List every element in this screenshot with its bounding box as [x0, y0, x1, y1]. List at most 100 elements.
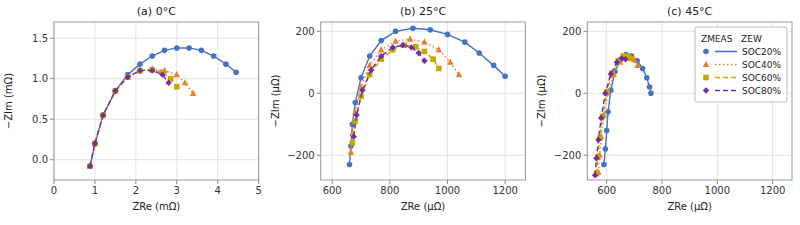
data-point: [87, 163, 93, 169]
series-line: [598, 57, 637, 173]
tick-label: 0.5: [32, 114, 48, 125]
data-point: [100, 112, 106, 118]
data-point: [137, 67, 143, 73]
data-point: [622, 56, 628, 62]
data-point: [182, 79, 188, 85]
data-point: [595, 137, 601, 143]
tick-label: 800: [652, 185, 671, 196]
data-point: [100, 111, 106, 117]
chart-title: (b) 25°C: [400, 5, 447, 18]
tick-label: 800: [380, 185, 399, 196]
plot-frame: [54, 22, 259, 180]
legend-marker: [703, 61, 709, 67]
x-axis-label: ZRe (μΩ): [667, 201, 712, 212]
data-point: [592, 172, 598, 178]
grid-line: [54, 78, 259, 79]
tick-mark: [50, 159, 54, 160]
tick-label: 1200: [492, 185, 517, 196]
tick-label: 1000: [435, 185, 460, 196]
series-line: [351, 39, 459, 152]
y-axis-label: −ZIm (mΩ): [3, 73, 14, 129]
grid-line: [332, 22, 333, 180]
data-point: [199, 48, 205, 54]
legend-line: [715, 90, 737, 92]
data-point: [149, 67, 155, 73]
legend-title: ZMEAS ZEW: [701, 34, 762, 44]
grid-line: [662, 22, 663, 180]
legend-label: SOC20%: [742, 47, 782, 57]
data-point: [393, 28, 399, 34]
data-point: [640, 66, 646, 72]
data-point: [367, 53, 373, 59]
tick-mark: [772, 180, 773, 184]
grid-line: [447, 22, 448, 180]
tick-mark: [94, 180, 95, 184]
tick-label: 5: [255, 185, 261, 196]
data-point: [353, 112, 359, 118]
data-point: [165, 80, 171, 86]
data-point: [378, 38, 384, 44]
data-point: [598, 115, 604, 121]
tick-label: 1: [92, 185, 98, 196]
plot-frame: [321, 22, 526, 180]
tick-label: 0: [308, 88, 314, 99]
tick-mark: [317, 31, 321, 32]
data-point: [462, 39, 468, 45]
tick-mark: [50, 78, 54, 79]
data-point: [407, 35, 413, 41]
data-point: [149, 53, 155, 59]
data-point: [648, 90, 654, 96]
tick-mark: [332, 180, 333, 184]
data-point: [390, 44, 396, 50]
data-point: [92, 141, 98, 147]
data-point: [124, 73, 130, 79]
legend-line: [715, 77, 737, 79]
tick-label: 4: [215, 185, 221, 196]
data-point: [347, 162, 353, 168]
data-point: [456, 71, 462, 77]
tick-label: 0: [575, 88, 581, 99]
tick-mark: [258, 180, 259, 184]
tick-mark: [583, 155, 587, 156]
plot-area: [54, 22, 259, 180]
tick-label: 2: [133, 185, 139, 196]
data-point: [603, 146, 609, 152]
data-point: [159, 71, 165, 77]
data-point: [92, 140, 98, 146]
data-point: [87, 163, 93, 169]
data-point: [358, 75, 364, 81]
legend-label: SOC40%: [742, 60, 782, 70]
data-point: [647, 84, 653, 90]
data-point: [436, 46, 442, 52]
data-point: [359, 87, 365, 93]
series-line: [90, 69, 193, 166]
legend-label: SOC80%: [742, 86, 782, 96]
data-layer: [87, 45, 239, 169]
legend-marker: [703, 87, 709, 93]
data-point: [351, 133, 357, 139]
data-point: [223, 61, 229, 67]
data-point: [112, 88, 118, 94]
tick-label: 1000: [705, 185, 730, 196]
data-point: [502, 73, 508, 79]
data-point: [92, 141, 98, 147]
data-point: [430, 56, 436, 62]
grid-line: [321, 31, 526, 32]
series-line: [352, 45, 438, 143]
grid-line: [54, 38, 259, 39]
data-point: [100, 112, 106, 118]
series-line: [90, 70, 177, 166]
data-point: [436, 66, 442, 72]
legend-marker: [703, 49, 709, 55]
figure: 0123450.00.51.01.5(a) 0°CZRe (mΩ)−ZIm (m…: [0, 0, 800, 225]
data-point: [190, 90, 196, 96]
data-point: [491, 63, 497, 69]
data-point: [162, 48, 168, 54]
data-point: [644, 75, 650, 81]
series-line: [349, 28, 505, 164]
data-point: [87, 162, 93, 168]
data-point: [378, 53, 384, 59]
tick-mark: [583, 93, 587, 94]
data-point: [392, 37, 398, 43]
data-point: [352, 118, 358, 124]
